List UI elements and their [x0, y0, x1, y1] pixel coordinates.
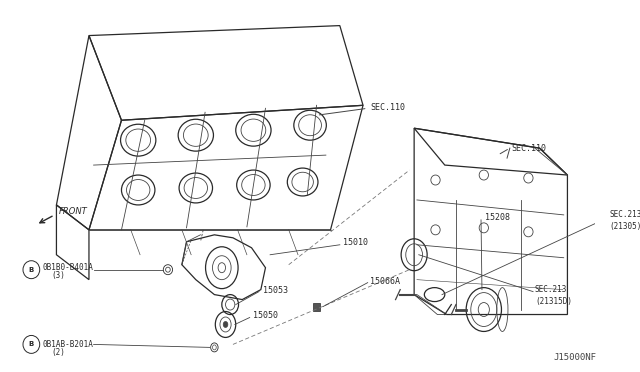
Text: SEC.213: SEC.213: [535, 285, 567, 294]
Text: J15000NF: J15000NF: [554, 353, 596, 362]
Text: B: B: [29, 341, 34, 347]
Text: 15053: 15053: [262, 286, 288, 295]
Text: 15066A: 15066A: [371, 277, 401, 286]
Text: 15050: 15050: [253, 311, 278, 320]
Text: (21305): (21305): [609, 222, 640, 231]
Text: FRONT: FRONT: [60, 208, 88, 217]
Ellipse shape: [223, 321, 228, 327]
Text: (3): (3): [52, 271, 66, 280]
Text: (21315D): (21315D): [535, 297, 572, 306]
Text: 15010: 15010: [342, 238, 367, 247]
Text: SEC.110: SEC.110: [512, 144, 547, 153]
Text: 15208: 15208: [484, 214, 509, 222]
Bar: [313, 302, 320, 311]
Text: 0B1B0-B401A: 0B1B0-B401A: [42, 263, 93, 272]
Text: 0B1AB-B201A: 0B1AB-B201A: [42, 340, 93, 349]
Text: SEC.213: SEC.213: [609, 211, 640, 219]
Text: (2): (2): [52, 348, 66, 357]
Text: B: B: [29, 267, 34, 273]
Text: SEC.110: SEC.110: [371, 103, 406, 112]
